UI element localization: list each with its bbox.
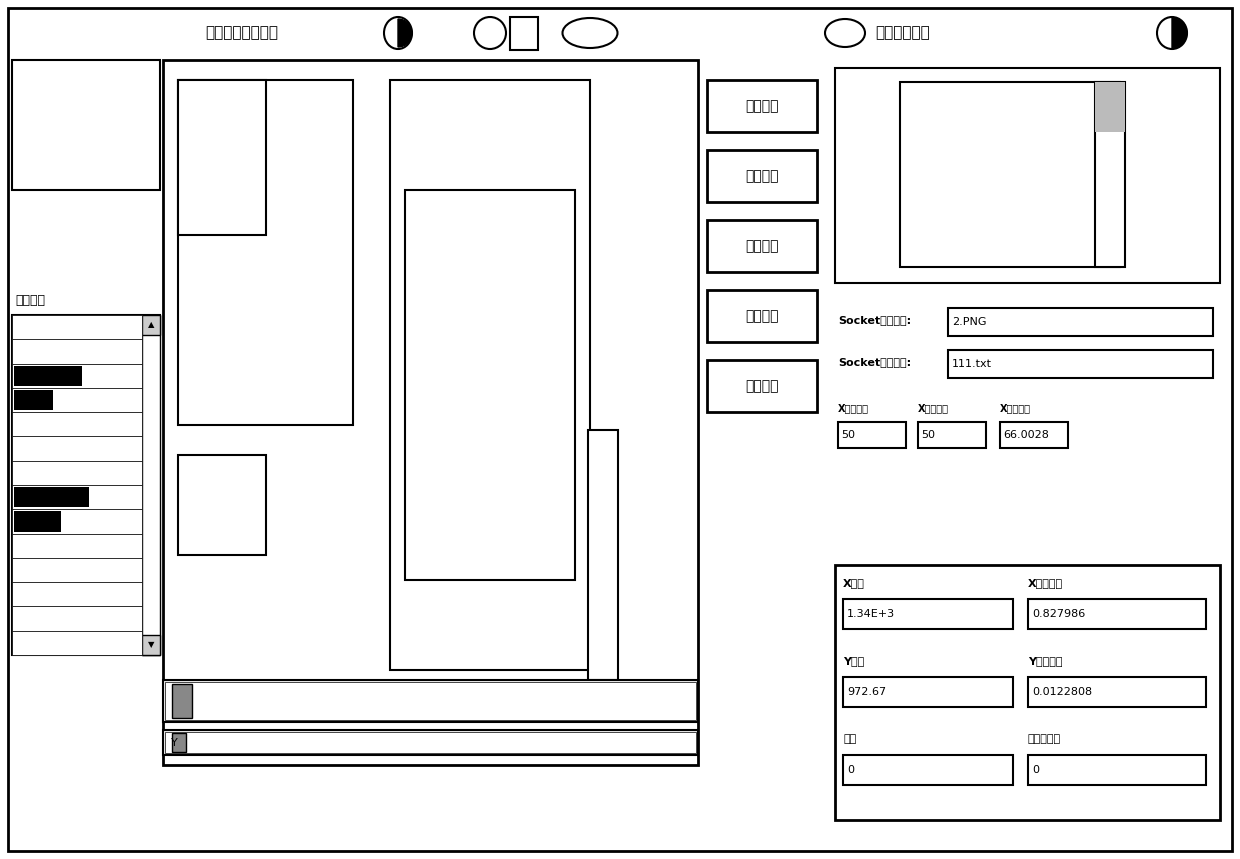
Ellipse shape: [1157, 17, 1187, 49]
Bar: [835, 565, 1220, 820]
Bar: [12, 436, 143, 460]
Text: 66.0028: 66.0028: [1003, 430, 1049, 440]
Text: 2.PNG: 2.PNG: [952, 317, 987, 327]
Bar: [1095, 82, 1125, 267]
Bar: [838, 422, 906, 448]
Ellipse shape: [384, 17, 412, 49]
Bar: [165, 732, 696, 753]
Bar: [179, 455, 267, 555]
Bar: [172, 684, 192, 718]
Text: 1.34E+3: 1.34E+3: [847, 609, 895, 619]
Bar: [12, 509, 143, 533]
Text: 连续图像: 连续图像: [745, 99, 779, 113]
Bar: [12, 606, 143, 631]
Text: 角度调整值: 角度调整值: [1028, 734, 1061, 744]
Text: X单位像素: X单位像素: [918, 403, 949, 413]
Bar: [143, 635, 160, 655]
Text: 制作模板: 制作模板: [745, 169, 779, 183]
Bar: [843, 599, 1013, 629]
Bar: [12, 582, 143, 606]
Text: Y粗值差值: Y粗值差值: [1028, 656, 1063, 666]
Text: ▼: ▼: [148, 641, 154, 649]
Text: 972.67: 972.67: [847, 687, 887, 697]
Bar: [999, 422, 1068, 448]
Text: 0.0122808: 0.0122808: [1032, 687, 1092, 697]
Bar: [405, 190, 575, 580]
Bar: [12, 485, 143, 509]
Text: 111.txt: 111.txt: [952, 359, 992, 369]
Text: Socket模板文件:: Socket模板文件:: [838, 315, 911, 325]
Bar: [900, 82, 1120, 267]
Ellipse shape: [825, 19, 866, 47]
Bar: [12, 557, 143, 582]
Bar: [14, 366, 82, 386]
Text: Y粗值: Y粗值: [843, 656, 864, 666]
Text: Socket参数文件:: Socket参数文件:: [838, 357, 911, 367]
Bar: [707, 80, 817, 132]
Text: 0: 0: [847, 765, 854, 775]
Bar: [1095, 82, 1125, 132]
Bar: [1028, 599, 1207, 629]
Bar: [162, 60, 698, 765]
Bar: [918, 422, 986, 448]
Bar: [172, 733, 186, 752]
Text: X粗值: X粗值: [843, 578, 864, 588]
Bar: [165, 682, 696, 720]
Text: 0.827986: 0.827986: [1032, 609, 1085, 619]
Text: 识别定位: 识别定位: [745, 309, 779, 323]
Bar: [179, 80, 267, 235]
Bar: [707, 150, 817, 202]
Bar: [143, 315, 160, 335]
Text: X单位像素: X单位像素: [838, 403, 869, 413]
Bar: [12, 315, 143, 339]
Text: ▲: ▲: [148, 320, 154, 330]
Bar: [12, 315, 160, 655]
Text: 50: 50: [921, 430, 935, 440]
Bar: [510, 17, 538, 50]
Text: 0: 0: [1032, 765, 1039, 775]
Bar: [162, 730, 698, 755]
Text: 类别性界: 类别性界: [15, 294, 45, 307]
Bar: [1028, 677, 1207, 707]
Bar: [162, 680, 698, 722]
Bar: [707, 220, 817, 272]
Bar: [143, 315, 160, 655]
Bar: [391, 80, 590, 670]
Bar: [12, 339, 143, 363]
Bar: [949, 308, 1213, 336]
Bar: [843, 755, 1013, 785]
Bar: [588, 430, 618, 680]
Bar: [12, 388, 143, 412]
Bar: [1028, 755, 1207, 785]
Bar: [12, 631, 143, 655]
Bar: [707, 360, 817, 412]
Ellipse shape: [563, 18, 618, 48]
Text: Y: Y: [171, 738, 177, 748]
Text: 50: 50: [841, 430, 856, 440]
Text: X粗值差值: X粗值差值: [1028, 578, 1063, 588]
Bar: [12, 60, 160, 190]
Bar: [12, 533, 143, 557]
Bar: [12, 460, 143, 485]
Bar: [14, 390, 53, 410]
Bar: [12, 412, 143, 436]
Bar: [843, 677, 1013, 707]
Text: X单位像素: X单位像素: [999, 403, 1030, 413]
Bar: [14, 487, 89, 508]
Bar: [707, 290, 817, 342]
Text: 装载参数: 装载参数: [745, 239, 779, 253]
Bar: [14, 511, 61, 532]
Text: 自动识别开关: 自动识别开关: [875, 26, 930, 40]
Bar: [12, 363, 143, 388]
Ellipse shape: [474, 17, 506, 49]
Bar: [835, 68, 1220, 283]
Text: 中心轴线显示开关: 中心轴线显示开关: [205, 26, 278, 40]
Text: 保存参数: 保存参数: [745, 379, 779, 393]
Wedge shape: [1172, 18, 1187, 48]
Bar: [949, 350, 1213, 378]
Wedge shape: [398, 19, 412, 47]
Bar: [179, 80, 353, 425]
Text: 角度: 角度: [843, 734, 857, 744]
